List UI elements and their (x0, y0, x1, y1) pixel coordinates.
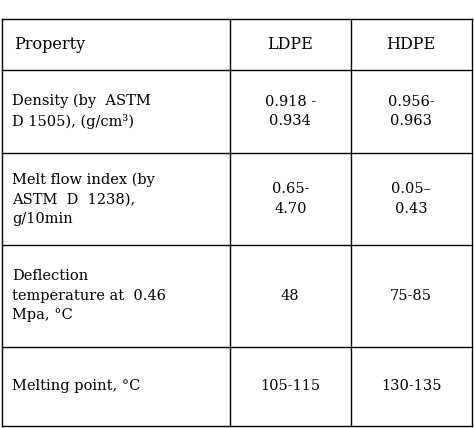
Text: 130-135: 130-135 (381, 380, 441, 393)
Text: 48: 48 (281, 289, 300, 303)
Text: 0.05–
0.43: 0.05– 0.43 (391, 182, 431, 216)
Text: 105-115: 105-115 (260, 380, 320, 393)
Text: LDPE: LDPE (267, 36, 313, 53)
Text: 0.918 -
0.934: 0.918 - 0.934 (264, 95, 316, 128)
Text: Deflection
temperature at  0.46
Mpa, °C: Deflection temperature at 0.46 Mpa, °C (12, 269, 166, 322)
Text: Density (by  ASTM
D 1505), (g/cm³): Density (by ASTM D 1505), (g/cm³) (12, 94, 151, 129)
Text: Melting point, °C: Melting point, °C (12, 380, 140, 393)
Text: 0.65-
4.70: 0.65- 4.70 (272, 182, 309, 216)
Text: Property: Property (14, 36, 85, 53)
Text: Melt flow index (by
ASTM  D  1238),
g/10min: Melt flow index (by ASTM D 1238), g/10mi… (12, 172, 155, 226)
Text: HDPE: HDPE (386, 36, 436, 53)
Text: 75-85: 75-85 (390, 289, 432, 303)
Text: 0.956-
0.963: 0.956- 0.963 (388, 95, 435, 128)
